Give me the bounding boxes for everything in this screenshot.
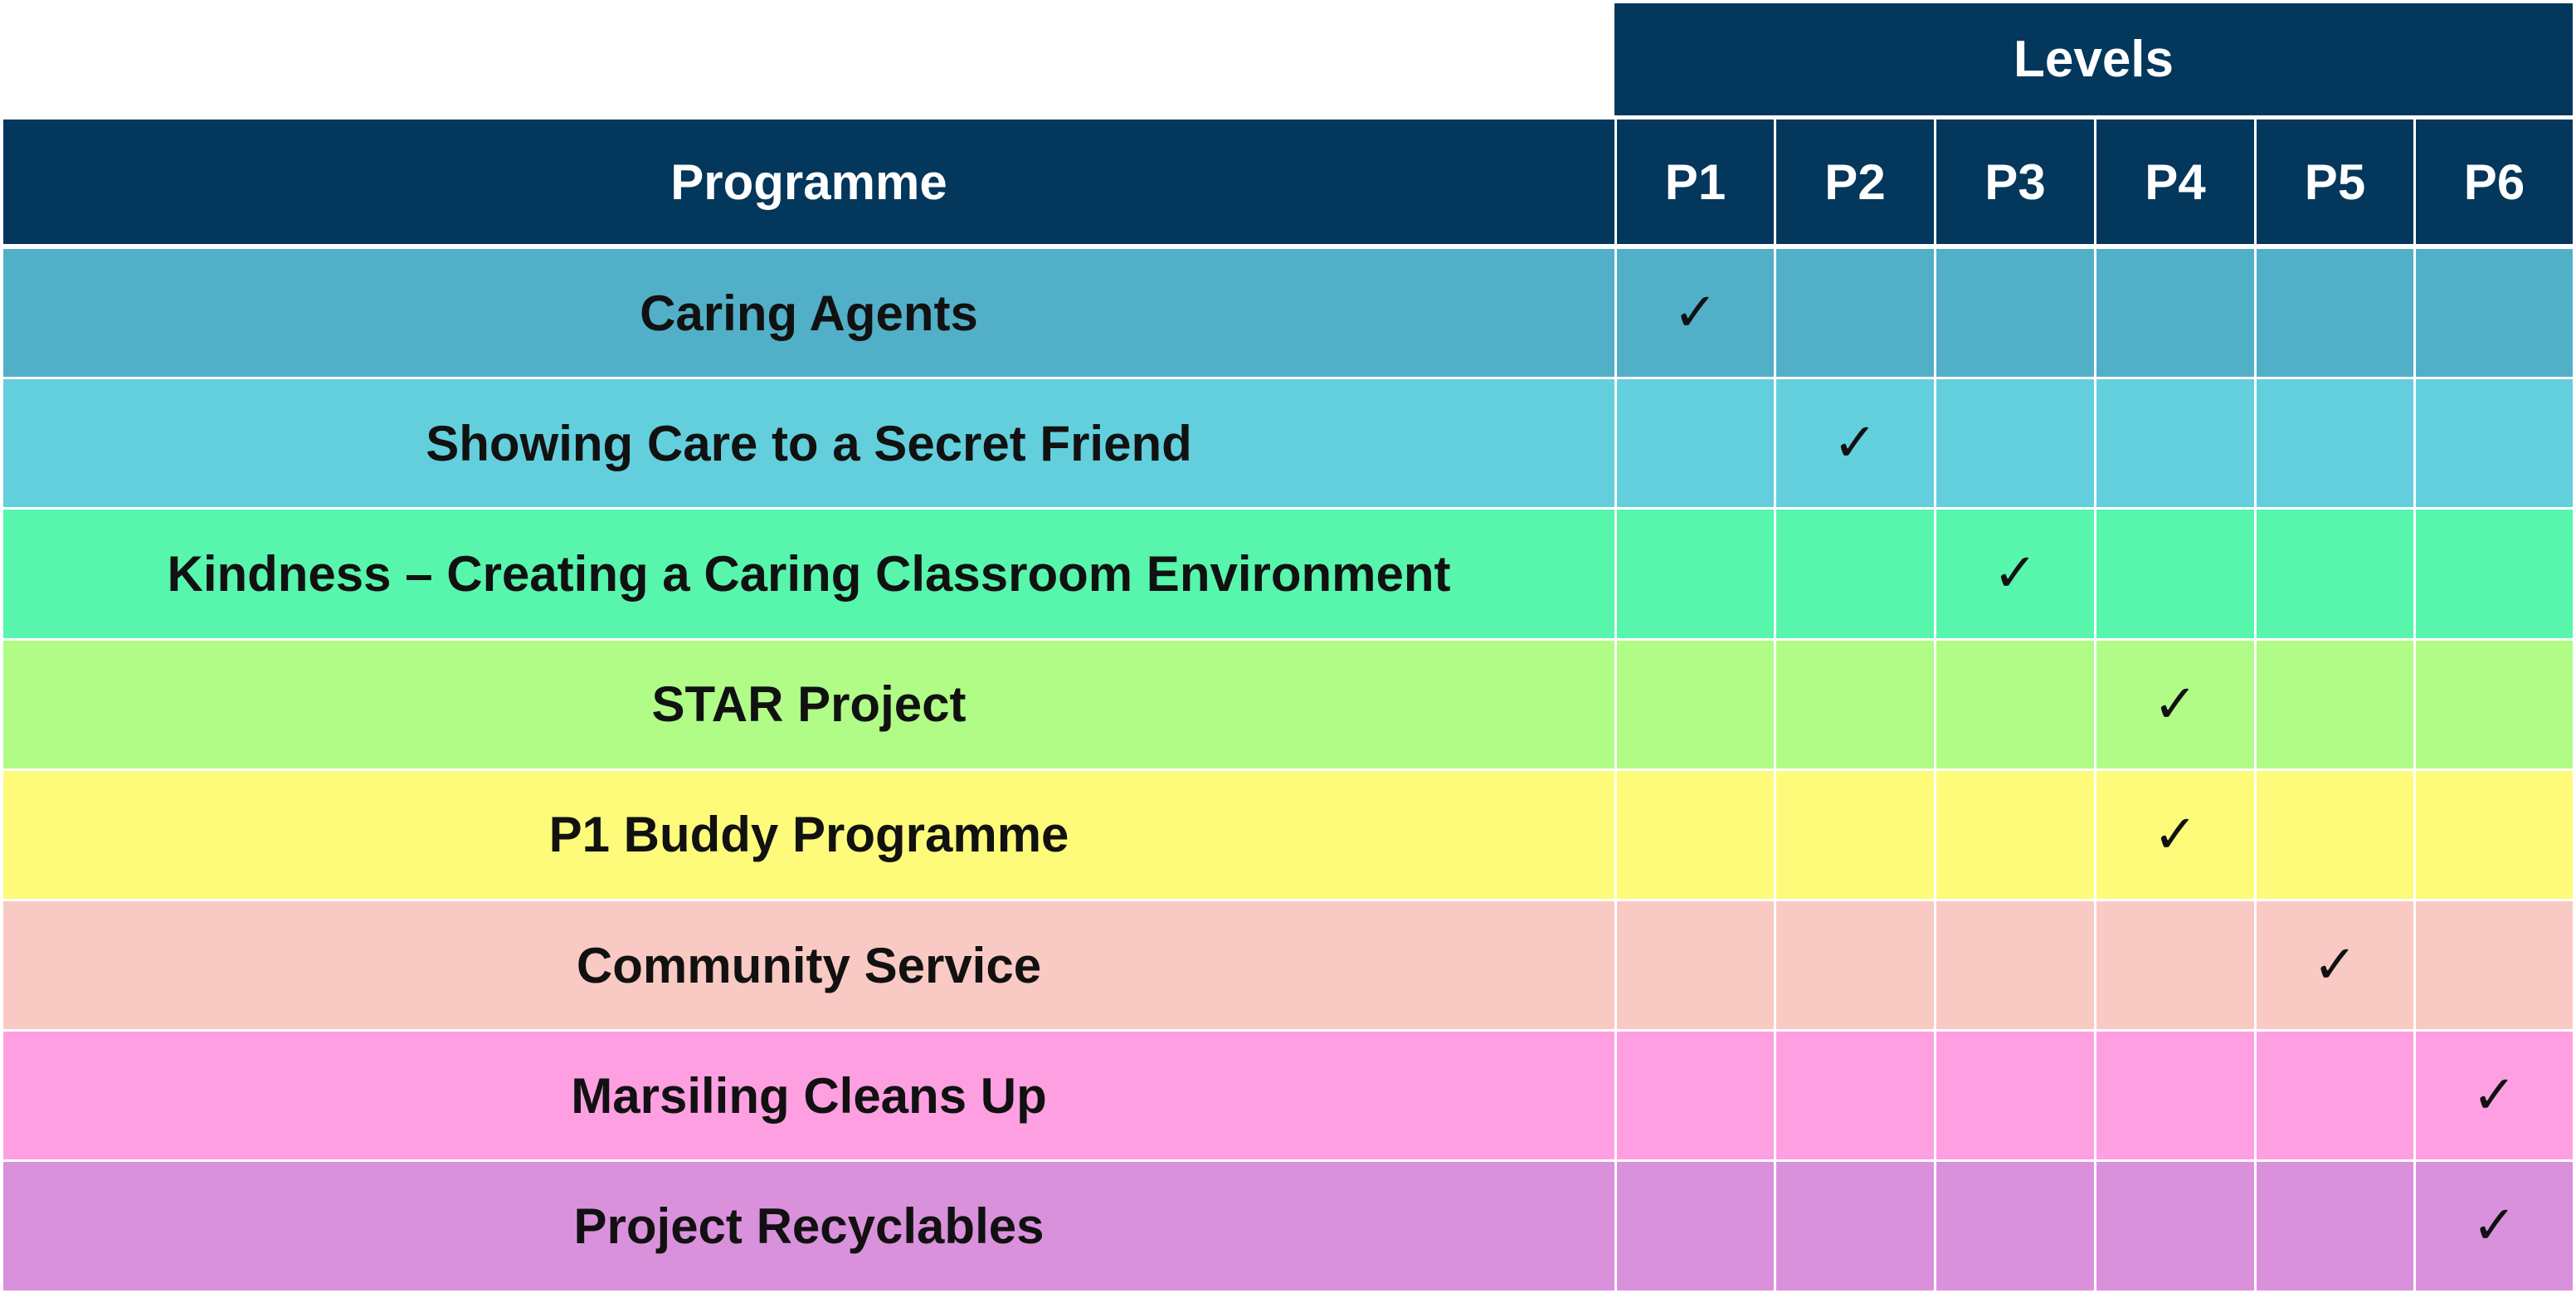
check-mark-icon: ✓ xyxy=(1833,412,1877,475)
level-cell-p2 xyxy=(1776,1162,1934,1291)
check-mark-icon: ✓ xyxy=(2471,1065,2517,1127)
level-cell-p1 xyxy=(1617,379,1774,508)
programme-name: Showing Care to a Secret Friend xyxy=(3,379,1614,508)
programme-header: Programme xyxy=(3,120,1614,244)
levels-header: Levels xyxy=(1614,3,2573,115)
level-cell-p4: ✓ xyxy=(2096,770,2254,899)
check-mark-icon: ✓ xyxy=(2153,673,2198,735)
level-cell-p5 xyxy=(2257,510,2413,638)
check-mark-icon: ✓ xyxy=(2471,1195,2517,1257)
level-cell-p5 xyxy=(2257,1032,2413,1160)
level-header-p6: P6 xyxy=(2416,120,2573,244)
level-cell-p3 xyxy=(1936,770,2094,899)
check-mark-icon: ✓ xyxy=(1993,543,2038,605)
level-header-p4: P4 xyxy=(2096,120,2254,244)
level-cell-p3 xyxy=(1936,379,2094,508)
level-cell-p1 xyxy=(1617,1032,1774,1160)
level-cell-p6: ✓ xyxy=(2416,1162,2573,1291)
programme-name: Marsiling Cleans Up xyxy=(3,1032,1614,1160)
level-cell-p3 xyxy=(1936,1032,2094,1160)
level-header-p3: P3 xyxy=(1936,120,2094,244)
check-mark-icon: ✓ xyxy=(2153,803,2198,866)
level-cell-p5 xyxy=(2257,249,2413,378)
level-cell-p5 xyxy=(2257,770,2413,899)
level-cell-p1 xyxy=(1617,901,1774,1030)
level-cell-p5: ✓ xyxy=(2257,901,2413,1030)
level-cell-p5 xyxy=(2257,1162,2413,1291)
programme-name: Project Recyclables xyxy=(3,1162,1614,1291)
level-cell-p6 xyxy=(2416,901,2573,1030)
check-mark-icon: ✓ xyxy=(1673,282,1718,344)
level-cell-p5 xyxy=(2257,379,2413,508)
level-cell-p1 xyxy=(1617,1162,1774,1291)
level-cell-p2 xyxy=(1776,770,1934,899)
level-cell-p2: ✓ xyxy=(1776,379,1934,508)
level-cell-p2 xyxy=(1776,640,1934,768)
programme-name: P1 Buddy Programme xyxy=(3,770,1614,899)
programme-name: Caring Agents xyxy=(3,249,1614,378)
level-cell-p3: ✓ xyxy=(1936,510,2094,638)
level-cell-p4 xyxy=(2096,901,2254,1030)
level-cell-p5 xyxy=(2257,640,2413,768)
check-mark-icon: ✓ xyxy=(2312,934,2358,997)
level-cell-p4 xyxy=(2096,379,2254,508)
level-cell-p4 xyxy=(2096,1162,2254,1291)
level-cell-p2 xyxy=(1776,249,1934,378)
level-cell-p3 xyxy=(1936,901,2094,1030)
programme-name: Kindness – Creating a Caring Classroom E… xyxy=(3,510,1614,638)
level-header-p1: P1 xyxy=(1617,120,1774,244)
level-cell-p1 xyxy=(1617,770,1774,899)
level-cell-p2 xyxy=(1776,510,1934,638)
level-cell-p3 xyxy=(1936,1162,2094,1291)
level-cell-p1: ✓ xyxy=(1617,249,1774,378)
level-cell-p6 xyxy=(2416,640,2573,768)
level-cell-p1 xyxy=(1617,510,1774,638)
level-cell-p6: ✓ xyxy=(2416,1032,2573,1160)
level-cell-p4 xyxy=(2096,1032,2254,1160)
level-cell-p4 xyxy=(2096,510,2254,638)
level-cell-p6 xyxy=(2416,379,2573,508)
level-cell-p1 xyxy=(1617,640,1774,768)
level-cell-p6 xyxy=(2416,510,2573,638)
programme-name: Community Service xyxy=(3,901,1614,1030)
level-cell-p4: ✓ xyxy=(2096,640,2254,768)
level-header-p5: P5 xyxy=(2257,120,2413,244)
level-cell-p6 xyxy=(2416,770,2573,899)
level-cell-p3 xyxy=(1936,249,2094,378)
level-header-p2: P2 xyxy=(1776,120,1934,244)
level-cell-p4 xyxy=(2096,249,2254,378)
level-cell-p3 xyxy=(1936,640,2094,768)
level-cell-p6 xyxy=(2416,249,2573,378)
programme-name: STAR Project xyxy=(3,640,1614,768)
level-cell-p2 xyxy=(1776,901,1934,1030)
level-cell-p2 xyxy=(1776,1032,1934,1160)
